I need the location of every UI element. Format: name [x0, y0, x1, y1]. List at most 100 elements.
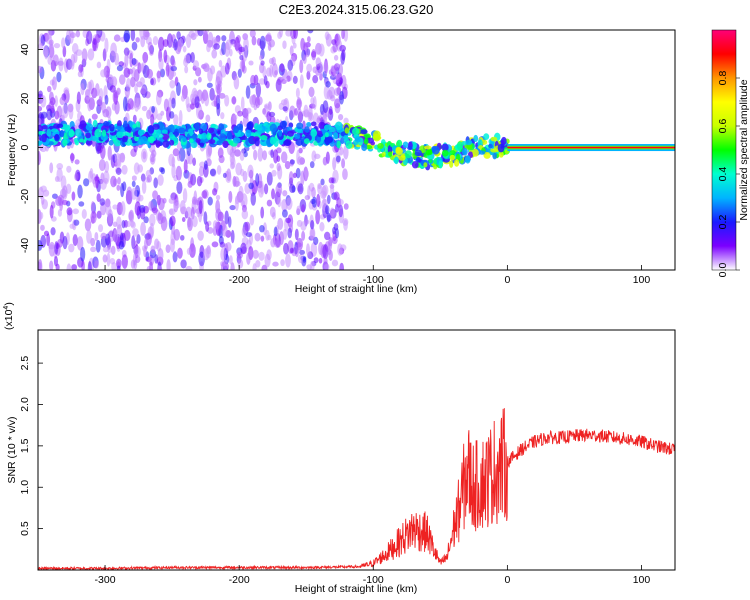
spectrogram-cell [46, 233, 51, 247]
spectrogram-cell [285, 197, 293, 211]
spectrogram-cell [147, 136, 155, 142]
spectrogram-cell [336, 140, 341, 149]
spectrogram-cell [228, 255, 233, 265]
colorbar-label: Normalized spectral amplitude [738, 79, 750, 220]
spectrogram-cell [354, 136, 361, 143]
spectrogram-cell [115, 258, 122, 269]
spectrogram-cell [78, 64, 84, 73]
spectrogram-cell [140, 173, 146, 182]
spectrogram-cell [119, 232, 124, 248]
spectrogram-cell [187, 180, 193, 188]
spectrogram-cell [202, 30, 210, 34]
spectrogram-cell [192, 157, 197, 166]
snr-x-ticks: -300 -200 -100 0 100 [95, 565, 650, 586]
spectrogram-cell [259, 35, 266, 50]
spectrogram-cell [53, 43, 61, 49]
spectrogram-cell [56, 123, 64, 129]
spectrogram-cell [280, 151, 288, 164]
snr-y-label: SNR (10 * v/v) [6, 416, 18, 483]
spectrogram-cell [255, 124, 263, 132]
spectrogram-cell [325, 137, 331, 145]
spectrogram-cell [343, 145, 349, 160]
spectrogram-cell [337, 199, 344, 206]
spectrogram-cell [279, 120, 287, 130]
spectrogram-cell [195, 122, 200, 132]
spectrogram-cell [108, 139, 114, 146]
y-tick-label: 40 [19, 44, 31, 56]
spectrogram-cell [296, 97, 302, 110]
spectrogram-cell [310, 129, 318, 138]
spectrogram-cell [427, 148, 432, 155]
spectrogram-cell [227, 216, 232, 228]
spectrogram-cell [49, 204, 54, 219]
spectrogram-cell [176, 181, 183, 195]
spectrogram-cell [324, 132, 329, 138]
spectrogram-cell [205, 221, 210, 232]
spectrogram-cell [490, 136, 498, 142]
spectrogram-cell [279, 30, 283, 38]
spectrogram-cell [38, 65, 43, 74]
spectrogram-cell [288, 171, 294, 184]
spectrogram-cell [150, 78, 154, 86]
spectrogram-cell [92, 119, 98, 128]
spectrogram-cell [155, 128, 161, 136]
spectrogram-cell [131, 180, 136, 188]
spectrogram-cell [326, 194, 331, 205]
spectrogram-cell [86, 30, 93, 45]
spectrogram-cell [121, 254, 128, 269]
snr-multiplier-base: (x10 [3, 309, 15, 330]
spectrogram-cell [329, 207, 335, 218]
spectrogram-cell [54, 134, 60, 142]
spectrogram-cell [84, 218, 92, 232]
spectrogram-cell [168, 197, 175, 204]
spectrogram-cell [83, 178, 90, 187]
spectrogram-cell [132, 252, 137, 266]
spectrogram-cell [259, 55, 263, 61]
spectrogram-cell [74, 172, 79, 181]
spectrogram-cell [179, 200, 186, 215]
spectrogram-cell [145, 169, 152, 178]
spectrogram-cell [188, 30, 196, 39]
spectrogram-cell [187, 128, 193, 133]
spectrogram-cell [396, 139, 403, 148]
spectrogram-cell [209, 168, 216, 177]
spectrogram-cell [240, 168, 245, 177]
spectrogram-cell [112, 204, 118, 210]
spectrogram-cell [387, 145, 393, 154]
spectrogram-cell [162, 133, 170, 141]
spectrogram-cell [68, 105, 74, 120]
spectrogram-cell [331, 259, 339, 267]
spectrogram-cell [206, 43, 211, 53]
spectrogram-cell [197, 30, 204, 37]
spectrogram-cell [315, 209, 321, 225]
spectrogram-cell [79, 138, 85, 143]
spectrogram-cell [252, 249, 259, 259]
spectrogram-cell [234, 36, 240, 51]
spectrogram-cell [269, 64, 273, 78]
spectrogram-cell [302, 256, 307, 263]
spectrogram-cell [216, 165, 222, 175]
spectrogram-cell [62, 45, 67, 58]
spectrogram-cell [41, 125, 48, 130]
spectrogram-cell [333, 132, 339, 140]
spectrogram-cell [94, 128, 102, 138]
spectrogram-cell [289, 45, 294, 56]
spectrogram-cell [311, 196, 317, 208]
spectrogram-cell [304, 219, 310, 225]
spectrogram-cell [50, 128, 59, 133]
spectrogram-cell [323, 84, 330, 100]
spectrogram-cell [297, 127, 302, 134]
spectrogram-cell [54, 241, 59, 255]
spectrogram-cell [137, 129, 144, 136]
spectrogram-cell [214, 221, 220, 230]
spectrogram-cell [330, 95, 336, 102]
y-tick-label: 2.0 [19, 397, 31, 412]
spectrogram-cell [200, 92, 205, 104]
spectrogram-cell [56, 105, 63, 118]
spectrogram-cell [398, 155, 406, 161]
spectrogram-cell [157, 266, 163, 270]
spectrogram-cell [57, 194, 65, 206]
spectrogram-cell [404, 150, 412, 159]
spectrogram-cell [296, 122, 304, 130]
spectrogram-cell [279, 63, 285, 73]
